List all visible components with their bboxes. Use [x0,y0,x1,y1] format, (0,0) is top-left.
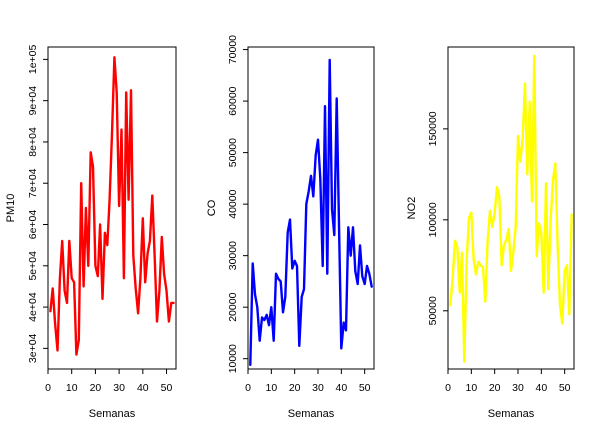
pm10-x-tick-label: 0 [45,382,51,394]
pm10-y-tick-label: 5e+04 [27,251,39,281]
pm10-y-tick-label: 3e+04 [27,333,39,363]
no2-x-axis-label: Semanas [488,408,535,420]
pm10-y-axis-label: PM10 [5,194,17,223]
no2-y-tick-label: 100000 [427,202,439,237]
pm10-plot-frame [47,46,177,370]
co-x-axis-label: Semanas [288,408,335,420]
co-y-tick-label: 60000 [227,86,239,115]
co-x-tick-label: 50 [359,382,371,394]
co-y-axis-label: CO [206,199,218,216]
pm10-x-tick-label: 10 [66,382,78,394]
pm10-y-tick-label: 6e+04 [27,210,39,240]
pm10-x-tick-label: 20 [90,382,102,394]
no2-x-tick-label: 30 [512,382,524,394]
co-y-tick-label: 30000 [227,241,239,270]
co-panel: 0 10 20 30 40 50 10000 20000 30000 40000 50000 6000… [206,35,375,420]
no2-x-tick-label: 40 [535,382,547,394]
pm10-series-line [49,56,175,356]
pm10-x-tick-label: 40 [137,382,149,394]
pm10-y-tick-label: 8e+04 [27,127,39,157]
co-plot-frame [247,46,375,370]
no2-x-tick-label: 20 [489,382,501,394]
pm10-y-tick-label: 7e+04 [27,168,39,198]
pm10-x-tick-label: 30 [113,382,125,394]
no2-y-tick-label: 50000 [427,296,439,325]
no2-x-tick-label: 10 [465,382,477,394]
pm10-y-tick-label: 1e+05 [27,44,39,74]
co-y-tick-label: 70000 [227,35,239,64]
co-y-tick-label: 10000 [227,344,239,373]
pm10-y-tick-label: 4e+04 [27,292,39,322]
pm10-x-tick-label: 50 [161,382,173,394]
no2-y-tick-label: 150000 [427,111,439,146]
pm10-y-tick-label: 9e+04 [27,86,39,116]
no2-series-line [449,54,573,363]
co-y-tick-label: 50000 [227,138,239,167]
pm10-x-axis-label: Semanas [89,408,136,420]
no2-panel: 0 10 20 30 40 50 50000 100000 150000 Semanas NO2 [406,46,575,420]
co-x-tick-label: 20 [289,382,301,394]
co-series-line [249,58,373,367]
co-x-tick-label: 0 [245,382,251,394]
pm10-panel: 0 10 20 30 40 50 3e+04 4e+04 5e+04 6e+04 7e+04 8e+0… [5,44,177,420]
co-x-tick-label: 30 [312,382,324,394]
no2-y-axis-label: NO2 [406,197,418,220]
co-y-tick-label: 20000 [227,292,239,321]
co-x-tick-label: 40 [335,382,347,394]
co-x-tick-label: 10 [265,382,277,394]
no2-x-tick-label: 0 [445,382,451,394]
no2-x-tick-label: 50 [559,382,571,394]
co-y-tick-label: 40000 [227,189,239,218]
no2-plot-frame [447,46,575,370]
